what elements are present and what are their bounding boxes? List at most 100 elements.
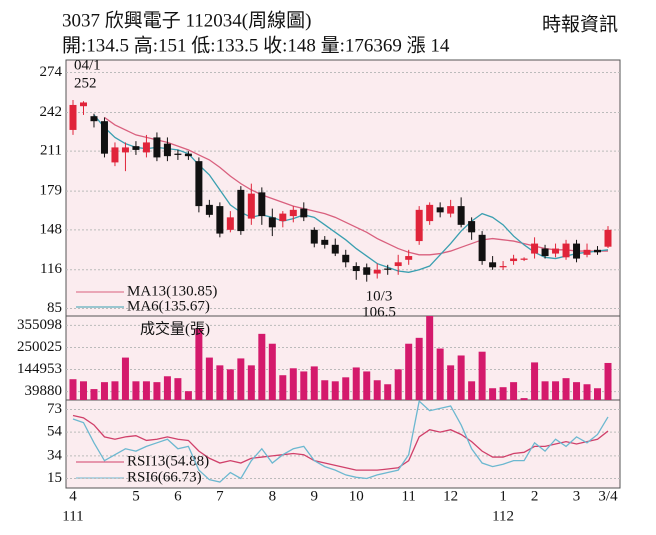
x-tick-label: 4	[69, 488, 77, 504]
quote: 開:134.5 高:151 低:133.5 收:148 量:176369 漲 1…	[62, 34, 450, 56]
x-tick-label: 12	[443, 488, 458, 504]
candle-body	[69, 104, 77, 130]
x-tick-label: 10	[349, 488, 364, 504]
candle-body	[79, 102, 87, 107]
volume-bar	[394, 369, 402, 400]
x-tick-label: 11	[401, 488, 415, 504]
volume-bar	[415, 337, 423, 400]
ma-line	[93, 114, 609, 273]
candle-body	[331, 244, 339, 254]
y-tick-label: 85	[47, 300, 62, 316]
volume-bar	[195, 328, 203, 400]
x-tick-label: 3	[573, 488, 581, 504]
volume-bar	[268, 343, 276, 400]
y-tick-label: 148	[40, 221, 63, 237]
volume-bar	[331, 381, 339, 400]
candle-body	[510, 258, 518, 262]
candle-body	[363, 267, 371, 275]
candle-body	[352, 266, 360, 272]
candle-body	[415, 209, 423, 242]
candle-body	[520, 258, 528, 260]
candle-body	[247, 193, 255, 219]
volume-bar	[321, 380, 329, 400]
candle-body	[90, 116, 98, 122]
y-tick-label: 116	[40, 261, 62, 277]
candle-body	[562, 243, 570, 258]
candle-body	[604, 229, 612, 247]
candle-body	[184, 153, 192, 157]
volume-bar	[247, 365, 255, 400]
volume-bar	[111, 381, 119, 400]
volume-bar	[226, 369, 234, 400]
candle-body	[216, 206, 224, 234]
candle-body	[279, 213, 287, 222]
x-tick-label: 7	[216, 488, 224, 504]
candle-body	[142, 142, 150, 153]
rsi-line	[72, 399, 609, 483]
x-tick-label: 2	[531, 488, 539, 504]
volume-bar	[520, 398, 528, 400]
candle-body	[468, 221, 476, 233]
plot-frame	[65, 59, 621, 489]
candle-body	[478, 234, 486, 262]
volume-bar	[100, 382, 108, 400]
annotation: 04/1	[74, 57, 101, 73]
volume-bar	[174, 378, 182, 400]
volume-bar	[310, 366, 318, 400]
legend-label: MA6(135.67)	[127, 298, 210, 314]
candle-body	[405, 256, 413, 260]
x-tick-label: 5	[132, 488, 140, 504]
volume-bar	[604, 362, 612, 400]
x-year-label: 112	[492, 508, 514, 524]
volume-bar	[205, 357, 213, 400]
volume-bar	[384, 384, 392, 400]
annotation: 106.5	[362, 304, 396, 320]
volume-bar	[69, 379, 77, 400]
volume-bar	[121, 357, 129, 400]
volume-bar	[573, 382, 581, 400]
x-tick-label: 9	[311, 488, 319, 504]
volume-bar	[184, 391, 192, 400]
candle-body	[300, 208, 308, 218]
candle-body	[226, 217, 234, 230]
y-tick-label: 144953	[17, 361, 62, 377]
candle-body	[205, 204, 213, 215]
y-tick-label: 34	[47, 447, 63, 463]
volume-bar	[352, 367, 360, 400]
volume-bar	[216, 365, 224, 400]
volume-bar	[594, 388, 602, 400]
candle-body	[384, 268, 392, 270]
y-tick-label: 15	[47, 470, 62, 486]
legend-label: RSI6(66.73)	[127, 469, 202, 485]
candle-body	[342, 254, 350, 263]
volume-bar	[373, 380, 381, 400]
volume-bar	[541, 381, 549, 400]
volume-bar	[499, 387, 507, 400]
volume-bar	[405, 343, 413, 400]
candle-body	[373, 269, 381, 274]
candle-body	[426, 204, 434, 222]
candle-body	[573, 243, 581, 259]
candle-body	[531, 243, 539, 254]
candle-body	[499, 266, 507, 268]
candle-body	[594, 249, 602, 253]
volume-bar	[289, 368, 297, 400]
x-tick-label: 1	[499, 488, 507, 504]
candle-body	[100, 121, 108, 154]
candle-body	[195, 161, 203, 207]
legend-label: MA13(130.85)	[127, 283, 217, 299]
source: 時報資訊	[542, 13, 618, 35]
volume-bar	[237, 358, 245, 400]
candle-body	[489, 262, 497, 268]
candle-body	[436, 207, 444, 213]
candle-body	[174, 153, 182, 155]
volume-bar	[489, 388, 497, 400]
volume-bar	[132, 381, 140, 400]
volume-bar	[468, 381, 476, 400]
volume-bar	[457, 355, 465, 400]
volume-bar	[510, 382, 518, 400]
candle-body	[163, 143, 171, 157]
annotation: 252	[74, 75, 97, 91]
volume-bar	[142, 381, 150, 400]
y-tick-label: 242	[40, 104, 63, 120]
